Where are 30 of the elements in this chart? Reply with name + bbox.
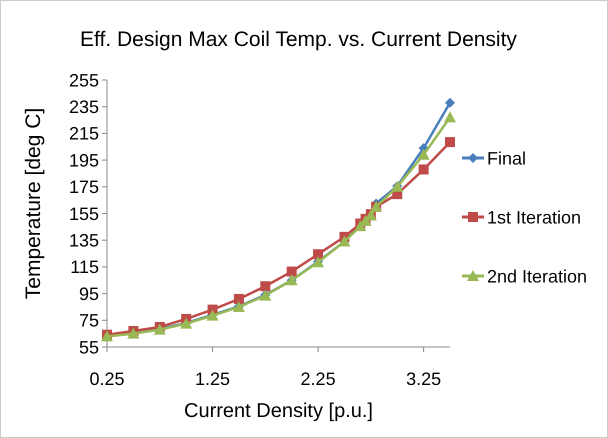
legend-label: 2nd Iteration (487, 266, 588, 286)
point (444, 111, 456, 122)
x-axis-title: Current Density [p.u.] (184, 400, 373, 422)
y-tick-label: 135 (68, 230, 99, 250)
y-tick-label: 75 (78, 310, 99, 331)
x-tick-label: 0.25 (89, 369, 125, 389)
y-axis-title: Temperature [deg C] (22, 108, 45, 300)
point (418, 164, 429, 174)
x-tick-label: 3.25 (406, 369, 442, 389)
chart-title: Eff. Design Max Coil Temp. vs. Current Density (80, 28, 518, 51)
y-tick-label: 95 (78, 284, 99, 304)
point (313, 249, 324, 260)
y-tick-label: 55 (78, 337, 99, 358)
y-tick-label: 255 (68, 70, 99, 90)
y-tick-label: 115 (70, 257, 99, 278)
y-tick-label: 175 (68, 177, 99, 198)
y-tick-label: 235 (68, 97, 99, 117)
point (418, 148, 430, 160)
x-tick-label: 1.25 (195, 369, 230, 389)
y-tick-label: 215 (68, 124, 99, 144)
point (445, 137, 455, 148)
legend-label: Final (487, 148, 526, 168)
y-tick-label: 155 (68, 204, 99, 224)
y-tick-label: 195 (68, 150, 99, 170)
x-tick-label: 2.25 (300, 369, 336, 389)
point (260, 281, 270, 292)
point (234, 294, 244, 304)
point (286, 266, 297, 277)
legend-label: 1st Iteration (487, 207, 582, 228)
point (445, 98, 455, 108)
